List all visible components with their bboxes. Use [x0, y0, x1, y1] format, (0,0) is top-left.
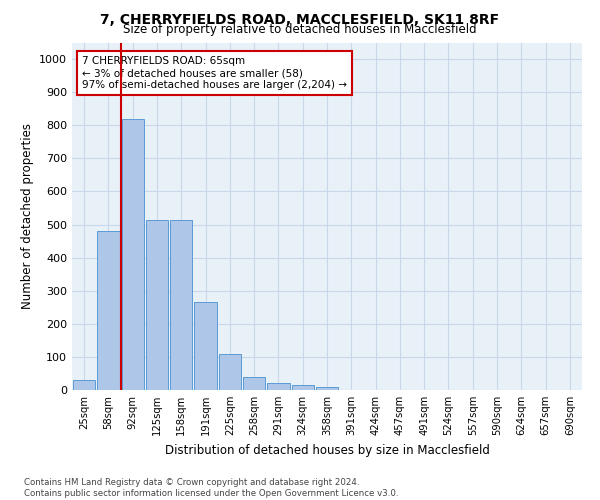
- Text: 7 CHERRYFIELDS ROAD: 65sqm
← 3% of detached houses are smaller (58)
97% of semi-: 7 CHERRYFIELDS ROAD: 65sqm ← 3% of detac…: [82, 56, 347, 90]
- Text: Contains HM Land Registry data © Crown copyright and database right 2024.
Contai: Contains HM Land Registry data © Crown c…: [24, 478, 398, 498]
- Y-axis label: Number of detached properties: Number of detached properties: [20, 123, 34, 309]
- Bar: [316, 386, 338, 390]
- Bar: [97, 231, 119, 390]
- Bar: [267, 382, 290, 390]
- Bar: [146, 220, 168, 390]
- Bar: [292, 385, 314, 390]
- Bar: [122, 118, 144, 390]
- X-axis label: Distribution of detached houses by size in Macclesfield: Distribution of detached houses by size …: [164, 444, 490, 456]
- Bar: [170, 220, 193, 390]
- Bar: [243, 377, 265, 390]
- Bar: [73, 380, 95, 390]
- Bar: [218, 354, 241, 390]
- Bar: [194, 302, 217, 390]
- Text: 7, CHERRYFIELDS ROAD, MACCLESFIELD, SK11 8RF: 7, CHERRYFIELDS ROAD, MACCLESFIELD, SK11…: [100, 12, 500, 26]
- Text: Size of property relative to detached houses in Macclesfield: Size of property relative to detached ho…: [123, 22, 477, 36]
